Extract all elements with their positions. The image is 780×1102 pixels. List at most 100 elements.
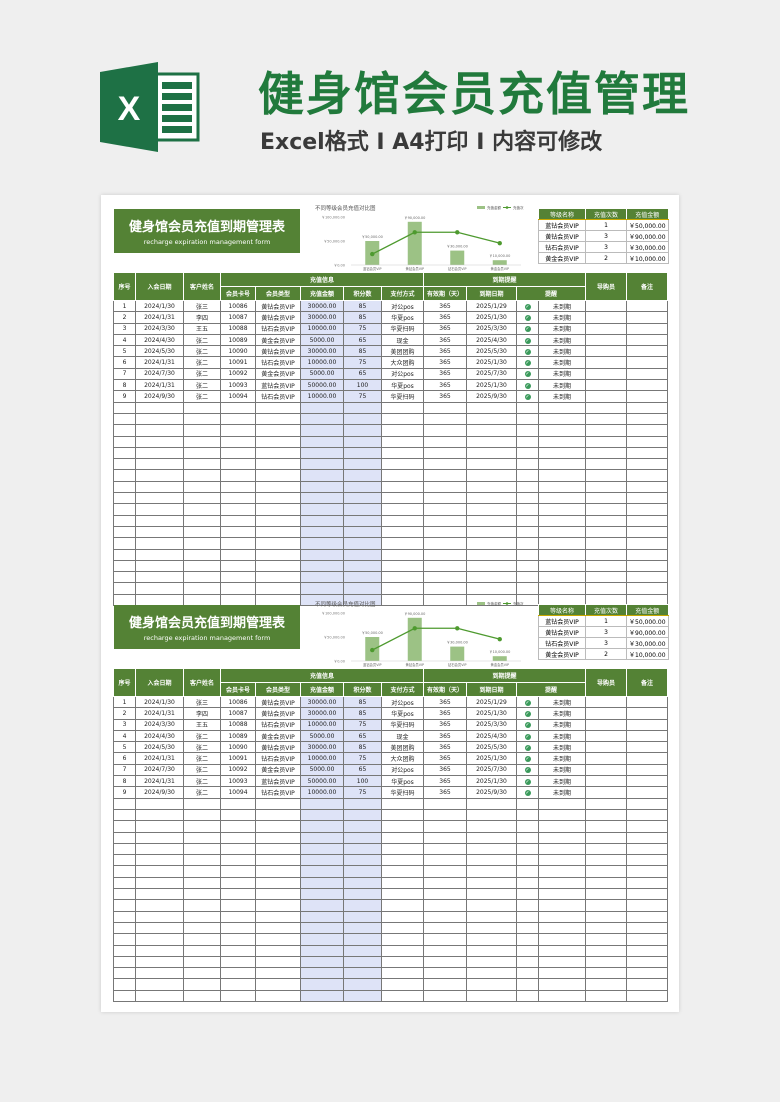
guide-cell[interactable] [585, 356, 627, 369]
table-cell[interactable]: 未到期 [538, 299, 586, 313]
table-cell[interactable] [135, 401, 184, 414]
table-cell[interactable] [300, 797, 344, 810]
note-cell[interactable] [626, 537, 668, 550]
table-cell[interactable] [113, 537, 136, 550]
table-cell[interactable] [423, 514, 467, 527]
table-cell[interactable] [183, 955, 221, 969]
table-cell[interactable] [255, 842, 301, 856]
guide-cell[interactable] [585, 322, 627, 335]
table-cell[interactable] [466, 876, 517, 890]
table-cell[interactable]: 85 [343, 311, 382, 324]
table-cell[interactable] [381, 548, 424, 561]
table-cell[interactable] [466, 559, 517, 573]
table-cell[interactable] [343, 865, 382, 878]
table-cell[interactable] [220, 559, 256, 573]
table-cell[interactable] [466, 412, 517, 426]
note-cell[interactable] [626, 967, 668, 980]
table-cell[interactable] [255, 537, 301, 550]
table-cell[interactable]: 张二 [183, 775, 221, 788]
table-cell[interactable] [113, 571, 136, 584]
table-cell[interactable]: 100 [343, 775, 382, 788]
table-cell[interactable] [113, 854, 136, 867]
table-cell[interactable] [538, 797, 586, 810]
guide-cell[interactable] [585, 786, 627, 799]
table-cell[interactable]: 王五 [183, 718, 221, 731]
note-cell[interactable] [626, 492, 668, 505]
table-cell[interactable] [255, 525, 301, 539]
table-cell[interactable]: 75 [343, 322, 382, 335]
table-cell[interactable] [466, 831, 517, 844]
table-cell[interactable]: 365 [423, 311, 467, 324]
table-cell[interactable] [466, 854, 517, 867]
table-cell[interactable]: 9 [113, 786, 136, 799]
table-cell[interactable] [423, 910, 467, 923]
table-cell[interactable]: 2024/1/31 [135, 356, 184, 369]
summary-cell[interactable]: 蓝钻会员VIP [538, 615, 586, 627]
table-cell[interactable] [220, 458, 256, 471]
table-cell[interactable]: 未到期 [538, 718, 586, 731]
table-cell[interactable]: 李四 [183, 311, 221, 324]
table-cell[interactable]: 10000.00 [300, 390, 344, 403]
table-cell[interactable] [466, 469, 517, 482]
table-cell[interactable] [381, 899, 424, 912]
table-cell[interactable]: 2 [113, 707, 136, 720]
table-cell[interactable] [538, 967, 586, 980]
table-cell[interactable]: 钻石会员VIP [255, 752, 301, 765]
table-cell[interactable] [343, 989, 382, 1003]
table-cell[interactable]: 对公pos [381, 695, 424, 709]
table-cell[interactable] [466, 446, 517, 460]
table-cell[interactable] [538, 842, 586, 856]
table-cell[interactable] [466, 514, 517, 527]
table-cell[interactable]: 365 [423, 763, 467, 777]
note-cell[interactable] [626, 514, 668, 527]
table-cell[interactable]: 2024/9/30 [135, 390, 184, 403]
table-cell[interactable]: 85 [343, 707, 382, 720]
table-cell[interactable]: 5 [113, 345, 136, 358]
table-cell[interactable] [466, 978, 517, 991]
table-cell[interactable] [423, 854, 467, 867]
table-cell[interactable] [135, 571, 184, 584]
table-cell[interactable]: 2024/1/30 [135, 299, 184, 313]
guide-cell[interactable] [585, 831, 627, 844]
table-cell[interactable] [300, 888, 344, 901]
table-cell[interactable]: 华夏pos [381, 311, 424, 324]
table-cell[interactable]: 未到期 [538, 763, 586, 777]
table-cell[interactable] [183, 480, 221, 494]
table-cell[interactable] [381, 797, 424, 810]
table-cell[interactable] [135, 503, 184, 516]
table-cell[interactable]: 2024/7/30 [135, 763, 184, 777]
table-cell[interactable]: 8 [113, 379, 136, 392]
table-cell[interactable] [220, 480, 256, 494]
summary-cell[interactable]: 3 [585, 230, 627, 242]
table-cell[interactable] [538, 435, 586, 448]
table-cell[interactable] [220, 797, 256, 810]
table-cell[interactable] [255, 492, 301, 505]
table-cell[interactable] [113, 492, 136, 505]
table-cell[interactable]: 2024/1/31 [135, 311, 184, 324]
table-cell[interactable] [135, 492, 184, 505]
table-cell[interactable] [255, 854, 301, 867]
table-cell[interactable] [381, 808, 424, 822]
table-cell[interactable] [300, 876, 344, 890]
table-cell[interactable]: 10000.00 [300, 356, 344, 369]
table-cell[interactable] [113, 458, 136, 471]
guide-cell[interactable] [585, 989, 627, 1003]
table-cell[interactable] [381, 458, 424, 471]
table-cell[interactable]: 2025/1/30 [466, 379, 517, 392]
table-cell[interactable] [113, 933, 136, 946]
table-cell[interactable] [113, 967, 136, 980]
table-cell[interactable] [423, 469, 467, 482]
table-cell[interactable] [135, 831, 184, 844]
table-cell[interactable]: 未到期 [538, 752, 586, 765]
guide-cell[interactable] [585, 548, 627, 561]
note-cell[interactable] [626, 299, 668, 313]
table-cell[interactable] [255, 424, 301, 437]
table-cell[interactable] [255, 446, 301, 460]
table-cell[interactable] [466, 537, 517, 550]
table-cell[interactable] [255, 955, 301, 969]
guide-cell[interactable] [585, 379, 627, 392]
table-cell[interactable]: 2025/1/30 [466, 707, 517, 720]
table-cell[interactable]: 现金 [381, 729, 424, 743]
table-cell[interactable]: 365 [423, 741, 467, 754]
table-cell[interactable]: 85 [343, 345, 382, 358]
